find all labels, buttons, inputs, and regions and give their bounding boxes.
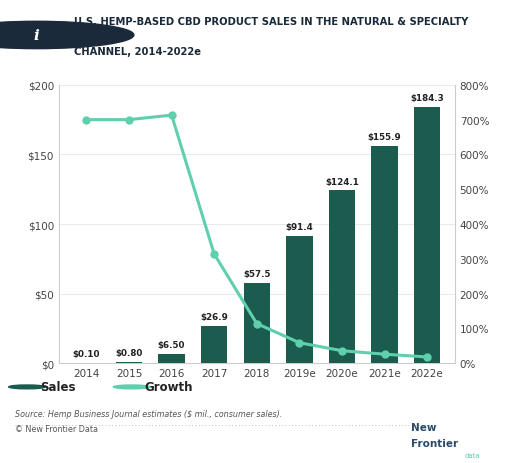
Bar xyxy=(201,326,227,363)
Text: New: New xyxy=(411,422,437,432)
Text: U.S. HEMP-BASED CBD PRODUCT SALES IN THE NATURAL & SPECIALTY: U.S. HEMP-BASED CBD PRODUCT SALES IN THE… xyxy=(74,17,469,26)
Text: $6.50: $6.50 xyxy=(158,341,185,350)
Bar xyxy=(286,237,313,363)
Point xyxy=(210,250,218,258)
Bar xyxy=(414,107,440,363)
Text: data: data xyxy=(465,452,481,458)
Text: $155.9: $155.9 xyxy=(368,133,401,142)
Text: Sales: Sales xyxy=(40,381,76,394)
Text: Source: Hemp Business Journal estimates ($ mil., consumer sales).: Source: Hemp Business Journal estimates … xyxy=(15,409,283,418)
Point xyxy=(253,320,261,327)
Circle shape xyxy=(0,24,124,48)
Point xyxy=(168,112,176,119)
Text: $26.9: $26.9 xyxy=(200,312,228,321)
Point xyxy=(125,117,133,124)
Point xyxy=(381,351,389,358)
Text: $91.4: $91.4 xyxy=(286,223,313,232)
Text: $184.3: $184.3 xyxy=(410,94,444,103)
Text: © New Frontier Data: © New Frontier Data xyxy=(15,424,98,433)
Text: i: i xyxy=(34,29,40,43)
Text: $57.5: $57.5 xyxy=(243,270,270,279)
Circle shape xyxy=(113,385,150,389)
Text: Growth: Growth xyxy=(145,381,193,394)
Bar xyxy=(329,191,355,363)
Point xyxy=(338,347,346,355)
Bar xyxy=(244,283,270,363)
Text: $124.1: $124.1 xyxy=(325,177,359,186)
Circle shape xyxy=(0,22,134,50)
Point xyxy=(82,117,90,124)
Bar xyxy=(158,355,185,363)
Circle shape xyxy=(9,385,45,389)
Text: Frontier: Frontier xyxy=(411,438,458,448)
Text: CHANNEL, 2014-2022e: CHANNEL, 2014-2022e xyxy=(74,47,201,56)
Text: $0.10: $0.10 xyxy=(73,350,100,358)
Bar xyxy=(371,147,398,363)
Text: $0.80: $0.80 xyxy=(115,349,143,357)
Point xyxy=(423,354,431,361)
Point xyxy=(295,339,304,347)
